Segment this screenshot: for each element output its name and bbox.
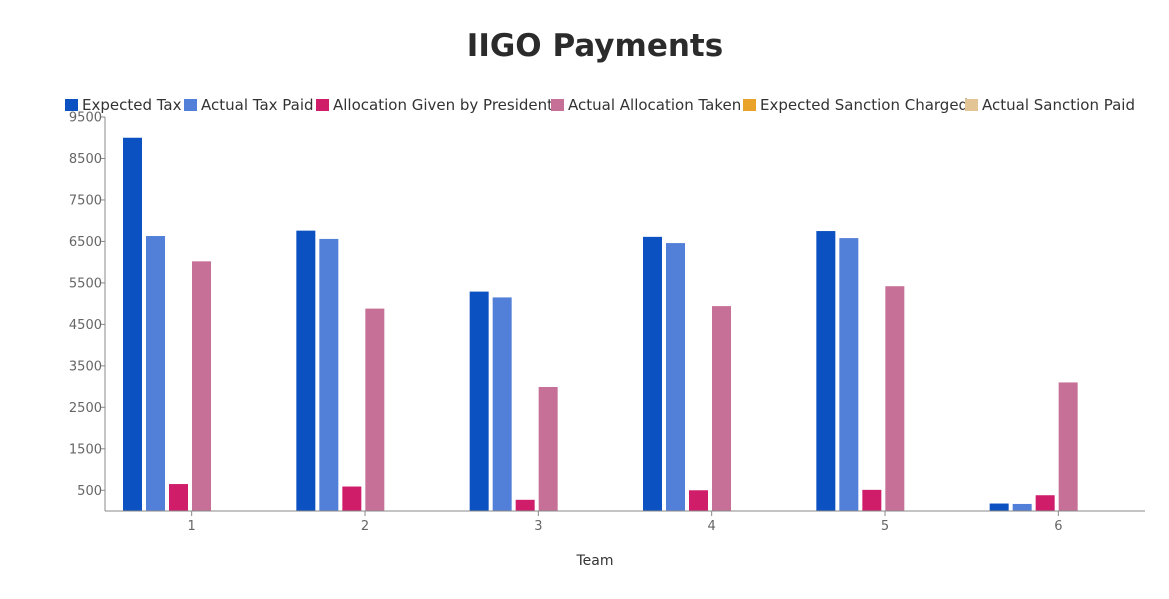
y-tick-label: 7500 xyxy=(69,193,102,208)
x-tick-label: 6 xyxy=(1054,519,1062,534)
legend-item-1[interactable]: Expected Tax xyxy=(65,96,182,114)
bar-team-5-series-4 xyxy=(885,286,905,511)
bar-team-4-series-2 xyxy=(666,243,685,511)
y-tick-label: 1500 xyxy=(69,442,102,457)
legend-label: Actual Tax Paid xyxy=(201,96,314,114)
bar-team-6-series-1 xyxy=(989,503,1009,511)
y-tick-label: 5500 xyxy=(69,276,102,291)
bar-team-6-series-3 xyxy=(1035,495,1055,511)
legend-item-4[interactable]: Actual Allocation Taken xyxy=(551,96,741,114)
x-tick-label: 5 xyxy=(881,519,889,534)
legend-swatch xyxy=(65,99,78,111)
legend-swatch xyxy=(184,99,197,111)
bar-team-5-series-3 xyxy=(862,489,882,511)
chart-title: IIGO Payments xyxy=(466,28,724,64)
bar-team-5-series-2 xyxy=(839,238,859,512)
x-tick-label: 2 xyxy=(361,519,369,534)
bar-team-5-series-1 xyxy=(816,231,836,512)
bar-team-2-series-1 xyxy=(296,230,316,512)
x-axis-label: Team xyxy=(575,553,613,569)
y-ticks: 500 1500 2500 3500 4500 5500 6500 7500 8500 9500 xyxy=(69,111,105,499)
bar-team-2-series-3 xyxy=(342,486,362,511)
bar-team-4-series-4 xyxy=(712,306,731,511)
legend: Expected Tax Actual Tax Paid Allocation Gi… xyxy=(65,96,1135,114)
legend-swatch xyxy=(551,99,564,111)
axes xyxy=(104,117,1145,512)
bar-team-3-series-4 xyxy=(538,386,558,511)
bar-team-1-series-4 xyxy=(192,261,211,511)
legend-item-5[interactable]: Expected Sanction Charged xyxy=(743,96,968,114)
legend-item-3[interactable]: Allocation Given by President xyxy=(316,96,553,114)
legend-label: Expected Sanction Charged xyxy=(760,96,968,114)
legend-swatch xyxy=(743,99,756,111)
bar-team-6-series-4 xyxy=(1058,382,1078,511)
bar-team-1-series-1 xyxy=(123,137,142,511)
legend-swatch xyxy=(965,99,978,111)
bar-team-3-series-3 xyxy=(515,499,535,511)
y-tick-label: 8500 xyxy=(69,152,102,167)
legend-label: Actual Allocation Taken xyxy=(568,96,741,114)
y-tick-label: 3500 xyxy=(69,359,102,374)
bar-team-3-series-2 xyxy=(492,297,512,511)
y-tick-label: 6500 xyxy=(69,235,102,250)
legend-label: Allocation Given by President xyxy=(333,96,553,114)
legend-swatch xyxy=(316,99,329,111)
x-tick-label: 4 xyxy=(708,519,716,534)
bar-team-2-series-4 xyxy=(365,308,385,511)
bar-team-4-series-1 xyxy=(643,236,662,511)
bar-team-1-series-3 xyxy=(169,484,188,511)
y-tick-label: 9500 xyxy=(69,111,102,126)
bar-team-2-series-2 xyxy=(319,238,339,512)
x-tick-label: 1 xyxy=(188,519,196,534)
bars xyxy=(123,137,1078,512)
bar-team-3-series-1 xyxy=(469,291,489,511)
y-tick-label: 4500 xyxy=(69,318,102,333)
y-tick-label: 2500 xyxy=(69,401,102,416)
legend-label: Actual Sanction Paid xyxy=(982,96,1135,114)
bar-team-6-series-2 xyxy=(1012,503,1032,511)
legend-label: Expected Tax xyxy=(82,96,182,114)
x-tick-label: 3 xyxy=(534,519,542,534)
bar-team-4-series-3 xyxy=(689,490,708,511)
legend-item-6[interactable]: Actual Sanction Paid xyxy=(965,96,1135,114)
bar-team-1-series-2 xyxy=(146,236,165,511)
legend-item-2[interactable]: Actual Tax Paid xyxy=(184,96,314,114)
y-tick-label: 500 xyxy=(77,484,102,499)
x-ticks: 1 2 3 4 5 6 xyxy=(188,511,1062,534)
